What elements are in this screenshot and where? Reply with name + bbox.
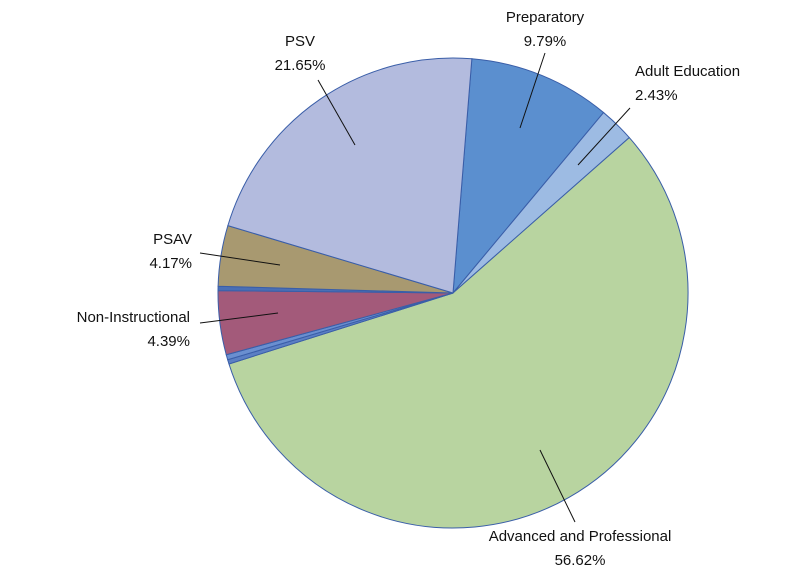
pie-slice (228, 136, 689, 529)
slice-value-label: 9.79% (524, 33, 567, 50)
leader-line (199, 252, 281, 266)
leader-line (317, 79, 356, 146)
pie-slice (227, 57, 473, 294)
leader-line (577, 107, 631, 166)
slice-value-label: 21.65% (275, 57, 326, 74)
slice-value-label: 2.43% (635, 87, 678, 104)
slice-label: Advanced and Professional (489, 528, 672, 545)
slice-label: Non-Instructional (77, 309, 190, 326)
pie-slice (452, 58, 605, 295)
leader-line (519, 52, 546, 129)
slice-label: PSV (285, 33, 315, 50)
slice-value-label: 4.39% (147, 333, 190, 350)
slice-value-label: 4.17% (149, 255, 192, 272)
slice-label: PSAV (153, 231, 192, 248)
slice-label: Adult Education (635, 63, 740, 80)
slice-label: Preparatory (506, 9, 585, 26)
leader-line (539, 449, 576, 523)
leader-line (199, 312, 279, 324)
slice-value-label: 56.62% (555, 552, 606, 569)
